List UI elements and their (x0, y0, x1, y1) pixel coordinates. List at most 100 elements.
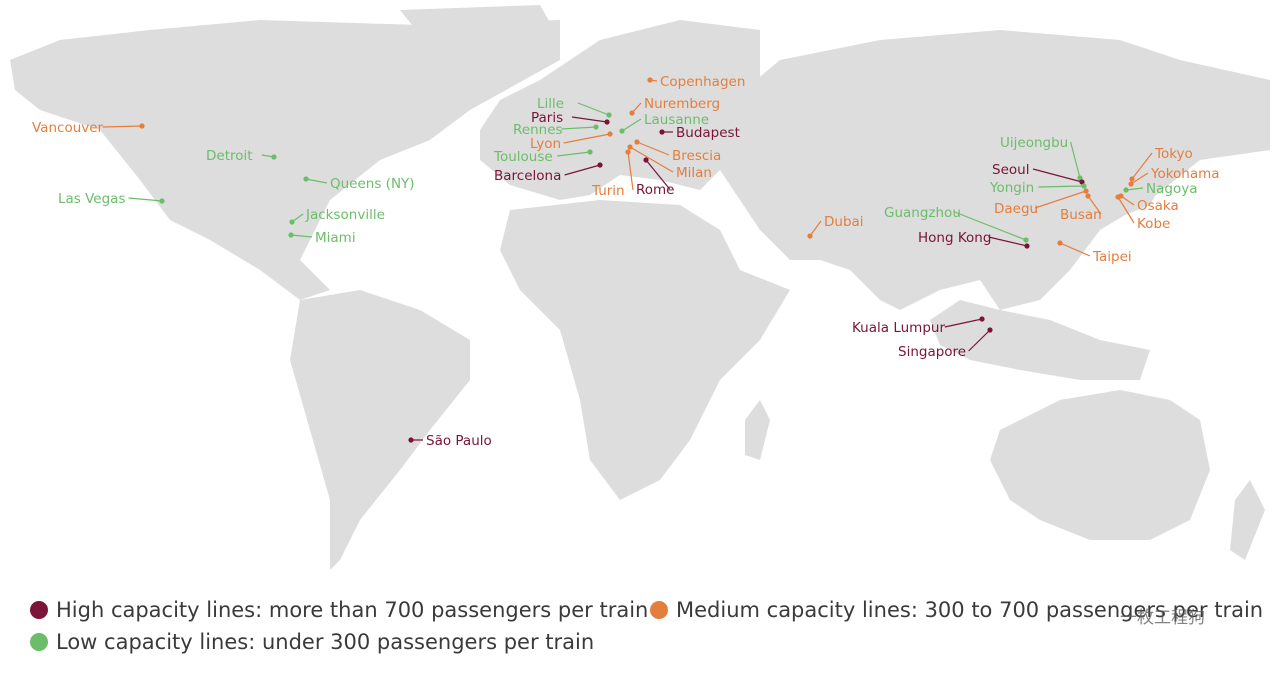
legend-high: High capacity lines: more than 700 passe… (30, 598, 648, 622)
city-marker: Guangzhou (884, 205, 1029, 243)
city-marker: Toulouse (493, 149, 593, 165)
city-marker: Dubai (807, 214, 864, 239)
city-dot (607, 131, 613, 137)
leader-line (1059, 242, 1091, 257)
southeast-asia-islands (930, 300, 1150, 380)
city-label: Nagoya (1146, 181, 1197, 197)
city-label: Yokohama (1150, 166, 1220, 182)
city-dot (1128, 181, 1134, 187)
leader-line (564, 164, 601, 176)
city-dot (979, 316, 985, 322)
medium-capacity-dot (650, 601, 668, 619)
city-dot (1083, 188, 1089, 194)
city-marker: Kobe (1115, 194, 1170, 232)
city-markers: Vancouver Detroit Queens (NY) Las Vegas Jack… (32, 74, 1220, 449)
city-label: Jacksonville (305, 207, 385, 223)
city-label: São Paulo (426, 433, 492, 449)
city-label: Busan (1060, 207, 1102, 223)
south-america (290, 290, 470, 570)
leader-line (571, 116, 608, 123)
city-marker: Yokohama (1128, 166, 1220, 187)
leader-line (102, 125, 143, 128)
leader-line (954, 211, 1027, 241)
legend-medium: Medium capacity lines: 300 to 700 passen… (650, 598, 1263, 622)
city-marker: Vancouver (32, 120, 145, 136)
australia (990, 390, 1210, 540)
city-marker: Singapore (898, 327, 993, 360)
leader-line (1038, 185, 1085, 188)
leader-line (627, 151, 634, 191)
city-marker: Queens (NY) (303, 176, 415, 192)
city-label: Queens (NY) (330, 176, 415, 192)
city-label: Singapore (898, 344, 966, 360)
city-marker: Lyon (530, 131, 613, 152)
city-label: Las Vegas (58, 191, 126, 207)
city-dot (1123, 187, 1129, 193)
city-label: Dubai (824, 214, 864, 230)
legend-low: Low capacity lines: under 300 passengers… (30, 630, 594, 654)
city-label: Taipei (1092, 249, 1132, 265)
city-marker: Kuala Lumpur (852, 316, 985, 336)
city-dot (627, 144, 633, 150)
city-label: Kuala Lumpur (852, 320, 945, 336)
city-dot (587, 149, 593, 155)
city-dot (159, 198, 165, 204)
leader-line (1034, 190, 1087, 209)
city-marker: Barcelona (494, 162, 603, 184)
city-label: Lyon (530, 136, 561, 152)
city-label: Budapest (676, 125, 740, 141)
leader-line (809, 220, 822, 237)
city-dot (606, 112, 612, 118)
leader-line (629, 146, 674, 173)
city-dot (1129, 176, 1135, 182)
leader-line (577, 102, 610, 116)
city-label: Rome (636, 182, 675, 198)
city-dot (807, 233, 813, 239)
city-dot (629, 110, 635, 116)
city-dot (987, 327, 993, 333)
legend-high-label: High capacity lines: more than 700 passe… (56, 598, 649, 622)
greenland (400, 5, 560, 70)
city-label: Rennes (513, 122, 563, 138)
city-dot (408, 437, 414, 443)
city-dot (593, 124, 599, 130)
leader-line (1070, 141, 1081, 179)
leader-line (1032, 168, 1083, 183)
city-dot (1057, 240, 1063, 246)
city-label: Kobe (1137, 216, 1170, 232)
city-dot (643, 157, 649, 163)
africa (500, 200, 790, 500)
land-masses (10, 5, 1270, 570)
city-dot (1085, 193, 1091, 199)
city-dot (139, 123, 145, 129)
city-marker: Yongin (989, 180, 1087, 196)
low-capacity-dot (30, 633, 48, 651)
city-marker: Tokyo (1129, 146, 1193, 182)
city-label: Hong Kong (918, 230, 991, 246)
city-marker: Jacksonville (289, 207, 385, 225)
legend-low-label: Low capacity lines: under 300 passengers… (56, 630, 595, 654)
city-dot (303, 176, 309, 182)
city-marker: Paris (531, 110, 610, 126)
city-dot (1024, 243, 1030, 249)
asia (720, 30, 1270, 310)
city-label: Uijeongbu (1000, 135, 1068, 151)
city-dot (597, 162, 603, 168)
leader-line (1125, 187, 1144, 191)
city-label: Turin (591, 183, 625, 199)
leader-line (1120, 195, 1135, 206)
leader-line (1131, 152, 1153, 180)
city-label: Daegu (994, 201, 1038, 217)
city-label: Miami (315, 230, 356, 246)
city-marker: Rennes (513, 122, 599, 138)
city-marker: Copenhagen (647, 74, 745, 90)
leader-line (944, 318, 983, 328)
city-marker: Taipei (1057, 240, 1132, 265)
city-marker: Daegu (994, 188, 1089, 217)
city-marker: Seoul (992, 162, 1085, 185)
city-marker: Turin (591, 149, 634, 199)
europe (480, 20, 760, 200)
city-marker: Las Vegas (58, 191, 165, 207)
city-label: Brescia (672, 148, 721, 164)
city-label: Copenhagen (660, 74, 745, 90)
